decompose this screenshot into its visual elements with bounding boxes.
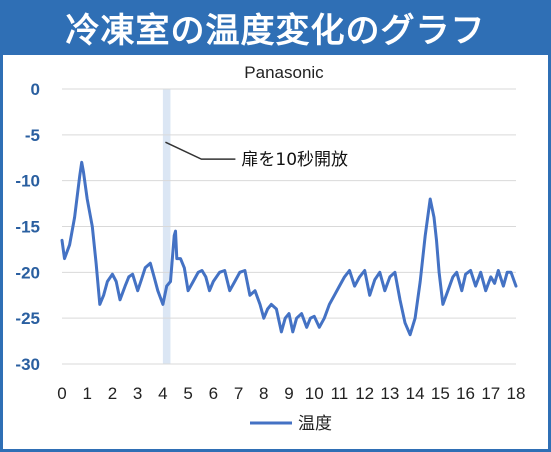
- x-tick-label: 8: [259, 384, 268, 403]
- series-line-layer: [60, 160, 518, 337]
- x-axis-ticks: 0 1 2 3 4 5 6 7 8 9 10 11 12 13 14 15 16 17 18: [57, 384, 525, 403]
- x-tick-label: 15: [431, 384, 450, 403]
- x-tick-label: 0: [57, 384, 66, 403]
- x-tick-label: 2: [108, 384, 117, 403]
- page-title: 冷凍室の温度変化のグラフ: [65, 11, 486, 51]
- y-tick-label: -15: [15, 218, 40, 237]
- x-tick-label: 13: [380, 384, 399, 403]
- x-tick-label: 4: [158, 384, 167, 403]
- x-tick-label: 5: [183, 384, 192, 403]
- x-tick-label: 18: [507, 384, 526, 403]
- x-tick-label: 16: [456, 384, 475, 403]
- legend: 温度: [250, 414, 332, 434]
- y-tick-label: -25: [15, 309, 40, 328]
- temperature-line-chart: 扉を10秒開放 0-5-10-15-20-25-30 0 1 2 3 4 5 6 7 8 9 10 1…: [4, 55, 547, 447]
- x-tick-label: 6: [209, 384, 218, 403]
- y-axis-ticks: 0 -5 -10 -15 -20 -25 -30: [15, 80, 40, 374]
- annotation-leader-line: [165, 141, 236, 160]
- annotation-label: 扉を10秒開放: [241, 150, 348, 170]
- x-tick-label: 12: [355, 384, 374, 403]
- x-tick-label: 14: [406, 384, 425, 403]
- annotation-layer: 扉を10秒開放: [165, 141, 348, 170]
- x-tick-label: 1: [82, 384, 91, 403]
- y-tick-label: -20: [15, 263, 40, 282]
- y-tick-label: -10: [15, 172, 40, 191]
- temperature-series-line: [60, 160, 518, 337]
- legend-label: 温度: [298, 414, 332, 434]
- chart-title: Panasonic: [244, 63, 324, 82]
- x-tick-label: 10: [305, 384, 324, 403]
- y-tick-label: 0: [31, 80, 40, 99]
- x-tick-label: 7: [234, 384, 243, 403]
- x-tick-label: 9: [284, 384, 293, 403]
- y-tick-label: -5: [25, 126, 40, 145]
- y-tick-label: -30: [15, 355, 40, 374]
- x-tick-label: 17: [481, 384, 500, 403]
- x-tick-label: 11: [331, 384, 349, 403]
- title-bar: 冷凍室の温度変化のグラフ: [0, 0, 551, 55]
- x-tick-label: 3: [133, 384, 142, 403]
